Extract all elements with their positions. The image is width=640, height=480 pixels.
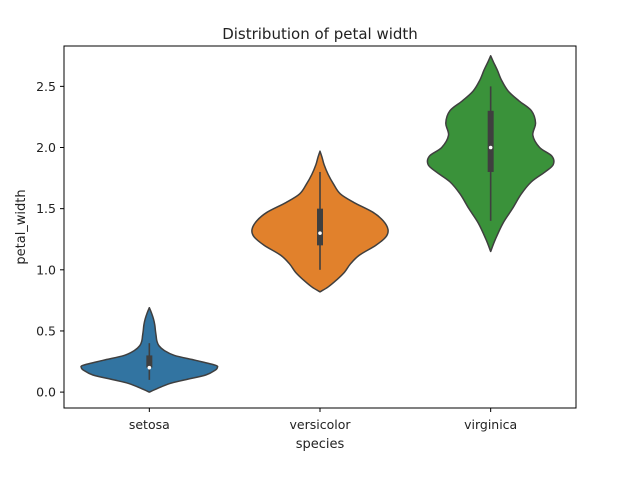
median-point-setosa: [147, 365, 152, 370]
iqr-box-versicolor: [317, 208, 323, 246]
median-point-versicolor: [318, 231, 322, 235]
y-tick-label: 0.0: [36, 385, 56, 400]
iqr-box-setosa: [146, 355, 153, 368]
y-tick-label: 2.0: [36, 140, 56, 155]
plot-area: [80, 55, 555, 393]
y-axis-label: petal_width: [14, 189, 29, 264]
violin-versicolor: [251, 150, 389, 293]
x-tick-label-virginica: virginica: [464, 417, 517, 432]
x-tick-label-versicolor: versicolor: [290, 417, 352, 432]
x-axis-label: species: [296, 437, 345, 452]
y-tick-label: 1.0: [36, 262, 56, 277]
violin-setosa: [80, 306, 219, 393]
median-point-virginica: [488, 145, 493, 150]
x-axis: setosa versicolor virginica: [129, 408, 517, 432]
y-axis: 0.0 0.5 1.0 1.5 2.0 2.5: [36, 79, 64, 400]
chart-title: Distribution of petal width: [222, 25, 418, 43]
y-tick-label: 1.5: [36, 201, 56, 216]
y-tick-label: 2.5: [36, 79, 56, 94]
y-tick-label: 0.5: [36, 323, 56, 338]
violin-virginica: [426, 55, 555, 253]
x-tick-label-setosa: setosa: [129, 417, 170, 432]
iqr-box-virginica: [487, 110, 494, 172]
